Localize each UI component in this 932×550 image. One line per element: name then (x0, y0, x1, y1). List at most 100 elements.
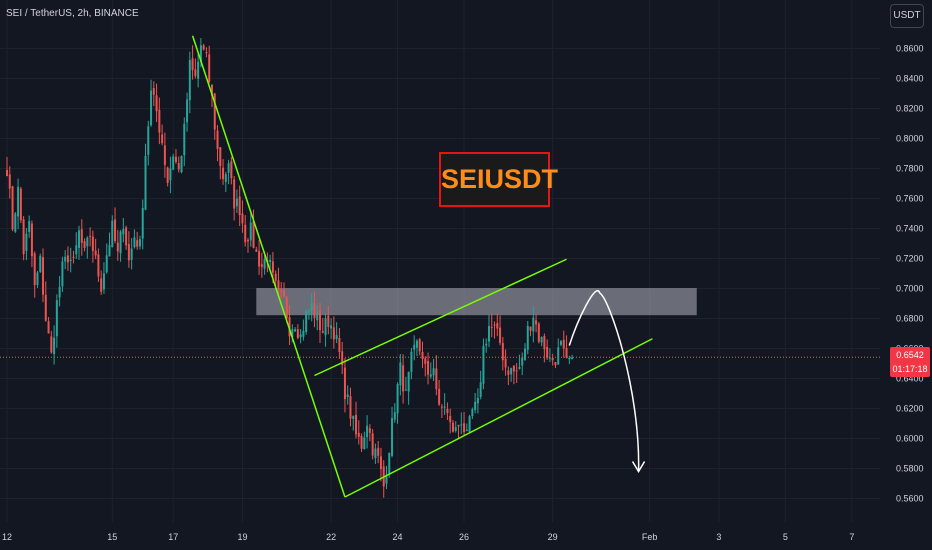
candle-body (58, 286, 61, 298)
time-tick-label: 7 (849, 532, 854, 542)
projection-arrowhead (631, 461, 646, 473)
time-axis[interactable]: 12 15 17 19 22 24 26 29 Feb 3 5 7 (2, 532, 854, 542)
candle-body (504, 358, 507, 368)
candle-body (438, 388, 441, 405)
candle-body (163, 145, 166, 165)
candle-body (252, 220, 255, 248)
candle-body (321, 331, 324, 333)
candle-body (230, 161, 233, 179)
candle-body (174, 156, 177, 162)
candle-body (302, 330, 305, 337)
candle-body (418, 339, 421, 352)
candle-body (335, 335, 338, 339)
time-tick-label: 29 (548, 532, 558, 542)
candle-body (327, 315, 330, 327)
projection-arrow (568, 290, 640, 472)
candle-body (39, 255, 42, 272)
candle-body (352, 415, 355, 419)
candle-body (562, 339, 565, 349)
candle-body (89, 235, 92, 237)
candle-body (8, 174, 11, 189)
candle-body (305, 311, 308, 333)
candle-body (366, 425, 369, 438)
candle-body (78, 230, 81, 248)
candle-body (338, 337, 341, 353)
candle-body (507, 370, 510, 375)
candle-body (244, 224, 247, 243)
candle-body (235, 198, 238, 207)
price-tick-label: 0.7800 (896, 164, 924, 174)
candle-body (526, 325, 529, 350)
candle-body (22, 219, 25, 255)
bar-countdown: 01:17:18 (892, 364, 928, 374)
candle-body (55, 300, 58, 337)
candle-body (233, 179, 236, 209)
candle-body (285, 297, 288, 319)
candle-body (479, 382, 482, 397)
candle-body (14, 213, 17, 232)
price-tick-label: 0.7600 (896, 194, 924, 204)
time-tick-label: 26 (459, 532, 469, 542)
candle-body (523, 348, 526, 360)
price-tick-label: 0.5600 (896, 494, 924, 504)
price-tick-label: 0.5800 (896, 464, 924, 474)
candle-body (568, 357, 571, 360)
candle-body (415, 340, 418, 348)
candle-body (413, 344, 416, 350)
candle-body (33, 253, 36, 286)
candle-body (194, 69, 197, 77)
candle-body (238, 196, 241, 216)
candle-body (28, 220, 31, 233)
candle-body (496, 323, 499, 329)
candle-body (546, 346, 549, 358)
time-tick-label: 22 (326, 532, 336, 542)
candle-body (521, 357, 524, 366)
candle-body (288, 317, 291, 337)
symbol-title: SEI / TetherUS, 2h, BINANCE (6, 8, 139, 19)
time-tick-label: 24 (393, 532, 403, 542)
price-tick-label: 0.8400 (896, 74, 924, 84)
time-tick-label: 5 (783, 532, 788, 542)
candle-body (260, 264, 263, 267)
candle-body (86, 237, 89, 247)
candle-body (393, 412, 396, 420)
price-tick-label: 0.8000 (896, 134, 924, 144)
candle-body (114, 219, 117, 241)
candle-body (66, 255, 69, 263)
candle-body (468, 416, 471, 433)
candle-body (36, 272, 39, 286)
candle-body (116, 242, 119, 252)
candle-body (360, 436, 363, 449)
candle-body (501, 342, 504, 361)
candle-body (490, 326, 493, 328)
candle-body (346, 394, 349, 398)
candle-body (385, 474, 388, 484)
resistance-zone (256, 288, 697, 316)
candle-body (493, 324, 496, 326)
candle-body (532, 317, 535, 332)
candle-body (138, 239, 141, 247)
candle-body (565, 348, 568, 358)
candle-body (296, 329, 299, 338)
candle-body (169, 168, 172, 181)
candle-body (435, 368, 438, 390)
candle-body (499, 327, 502, 343)
candle-body (343, 367, 346, 400)
candle-body (377, 447, 380, 456)
price-axis[interactable]: 0.8600 0.8400 0.8200 0.8000 0.7800 0.7600 0.74… (880, 0, 932, 550)
currency-button[interactable]: USDT (890, 4, 924, 28)
price-tick-label: 0.7400 (896, 224, 924, 234)
candle-body (125, 227, 128, 246)
candle-body (188, 59, 191, 101)
last-price-value: 0.6542 (896, 350, 924, 360)
price-tick-label: 0.6200 (896, 404, 924, 414)
candle-body (319, 310, 322, 331)
candle-body (263, 259, 266, 269)
candle-body (141, 208, 144, 239)
candle-body (518, 367, 521, 369)
candle-body (485, 343, 488, 346)
candle-body (424, 358, 427, 364)
candle-body (404, 389, 407, 391)
candle-body (91, 236, 94, 251)
